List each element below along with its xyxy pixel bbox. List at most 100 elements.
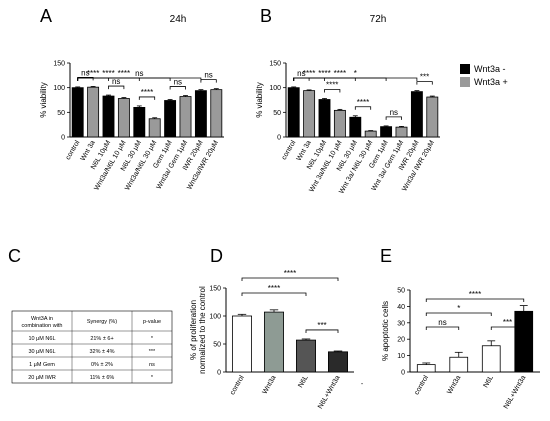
d-x-extra-label: - <box>361 381 364 388</box>
table-cell: 10 μM N6L <box>28 336 55 342</box>
e-significance-label: ns <box>438 318 446 327</box>
legend-swatch-2 <box>460 77 470 87</box>
d-bar <box>295 339 316 373</box>
b-significance-label: **** <box>357 98 369 107</box>
e-significance-label: *** <box>503 318 512 327</box>
e-significance-bracket <box>425 312 492 316</box>
table-header: Wnt3A in combination with <box>22 316 63 329</box>
a-bar <box>87 86 100 138</box>
b-bar <box>426 96 439 138</box>
e-x-tick-label: Wnt3a <box>446 374 462 395</box>
d-y-tick-label: 150 <box>209 286 221 293</box>
table-cell: 11% ± 6% <box>90 375 115 381</box>
b-y-tick-label: 0 <box>277 135 281 142</box>
b-significance-label: **** <box>318 69 330 78</box>
table-border <box>11 310 173 384</box>
d-x-tick-label: N6L+Wnt3a <box>317 374 342 410</box>
e-bar <box>449 356 469 373</box>
d-significance-bracket <box>241 277 339 281</box>
d-y-tick-label: 100 <box>209 314 221 321</box>
chart-panel-e: 0 10 20 30 40 50 % apoptotic cells control Wnt3a… <box>381 288 540 410</box>
b-bar <box>303 90 316 138</box>
panel-a-title: 24h <box>170 14 187 25</box>
panel-letter-b: B <box>260 6 272 26</box>
d-significance-label: **** <box>268 284 280 293</box>
b-bar <box>287 87 300 138</box>
e-significance-bracket <box>425 298 525 302</box>
a-bar <box>179 96 192 138</box>
e-y-tick-label: 50 <box>397 288 405 295</box>
b-significance-bracket <box>324 89 341 93</box>
synergy-table: Wnt3A in combination with Synergy (%) p-v… <box>11 310 173 384</box>
b-significance-bracket <box>293 77 387 81</box>
b-significance-bracket <box>293 77 310 81</box>
legend-swatch-1 <box>460 64 470 74</box>
a-significance-label: ns <box>174 78 182 87</box>
panel-letter-a: A <box>40 6 52 26</box>
d-bar <box>231 315 252 373</box>
table-cell: * <box>151 375 154 381</box>
table-cell: * <box>151 336 154 342</box>
e-x-tick-label: N6L <box>482 374 495 389</box>
a-significance-bracket <box>200 79 217 83</box>
a-bar <box>210 89 223 138</box>
d-x-tick-label: N6L <box>297 374 310 389</box>
b-significance-label: *** <box>420 73 429 82</box>
a-bar <box>117 98 130 138</box>
b-significance-bracket <box>385 116 402 120</box>
e-significance-label: **** <box>469 290 481 299</box>
e-y-tick-label: 10 <box>397 353 405 360</box>
e-y-tick-label: 30 <box>397 320 405 327</box>
a-significance-label: **** <box>87 69 99 78</box>
e-x-tick-label: control <box>413 374 430 396</box>
table-cell: 30 μM N6L <box>28 349 55 355</box>
b-bar <box>410 91 423 138</box>
panel-letter-e: E <box>380 246 392 266</box>
panel-letter-c: C <box>8 246 21 266</box>
b-bar <box>364 130 377 138</box>
d-y-axis-label: % of proliferationnormalized to the cont… <box>189 286 207 374</box>
d-bar <box>327 351 348 373</box>
legend-panel-b: Wnt3a - Wnt3a + <box>460 64 508 87</box>
e-y-axis-label: % apoptotic cells <box>381 301 390 361</box>
b-significance-bracket <box>416 81 433 85</box>
b-bar <box>395 126 408 138</box>
b-significance-label: ns <box>297 69 305 78</box>
b-y-tick-label: 100 <box>269 85 281 92</box>
a-significance-bracket <box>77 77 94 81</box>
table-cell: 20 μM IWR <box>28 375 56 381</box>
e-significance-label: * <box>457 304 460 313</box>
a-significance-bracket <box>169 86 186 90</box>
a-significance-bracket <box>138 96 156 100</box>
a-y-tick-label: 100 <box>53 85 65 92</box>
chart-panel-d: 0 50 100 150% of proliferationnormalized to… <box>189 269 364 410</box>
a-significance-label: **** <box>141 88 153 97</box>
a-significance-bracket <box>77 77 171 81</box>
b-significance-label: **** <box>334 69 346 78</box>
a-significance-label: ns <box>135 69 143 78</box>
e-y-tick-label: 40 <box>397 304 405 311</box>
a-significance-label: ns <box>81 68 89 77</box>
d-bar <box>263 311 284 373</box>
table-header: p-value <box>143 319 161 325</box>
d-x-tick-label: Wnt3a <box>262 374 278 395</box>
a-significance-label: ns <box>204 71 212 80</box>
a-bar <box>164 100 177 138</box>
a-y-tick-label: 50 <box>57 110 65 117</box>
e-bar <box>416 364 436 373</box>
d-significance-label: *** <box>317 321 326 330</box>
d-y-tick-label: 50 <box>213 342 221 349</box>
b-bar <box>318 99 331 138</box>
a-y-tick-label: 150 <box>53 61 65 68</box>
d-y-tick-label: 0 <box>217 370 221 377</box>
panel-b-title: 72h <box>370 14 387 25</box>
e-y-tick-label: 20 <box>397 337 405 344</box>
a-bar <box>102 95 115 138</box>
a-significance-label: **** <box>102 69 114 78</box>
table-cell: 0% ± 2% <box>91 362 113 368</box>
a-bar <box>71 87 84 138</box>
b-y-tick-label: 50 <box>273 110 281 117</box>
a-bar <box>194 90 207 138</box>
b-y-axis-label: % viability <box>255 82 264 118</box>
